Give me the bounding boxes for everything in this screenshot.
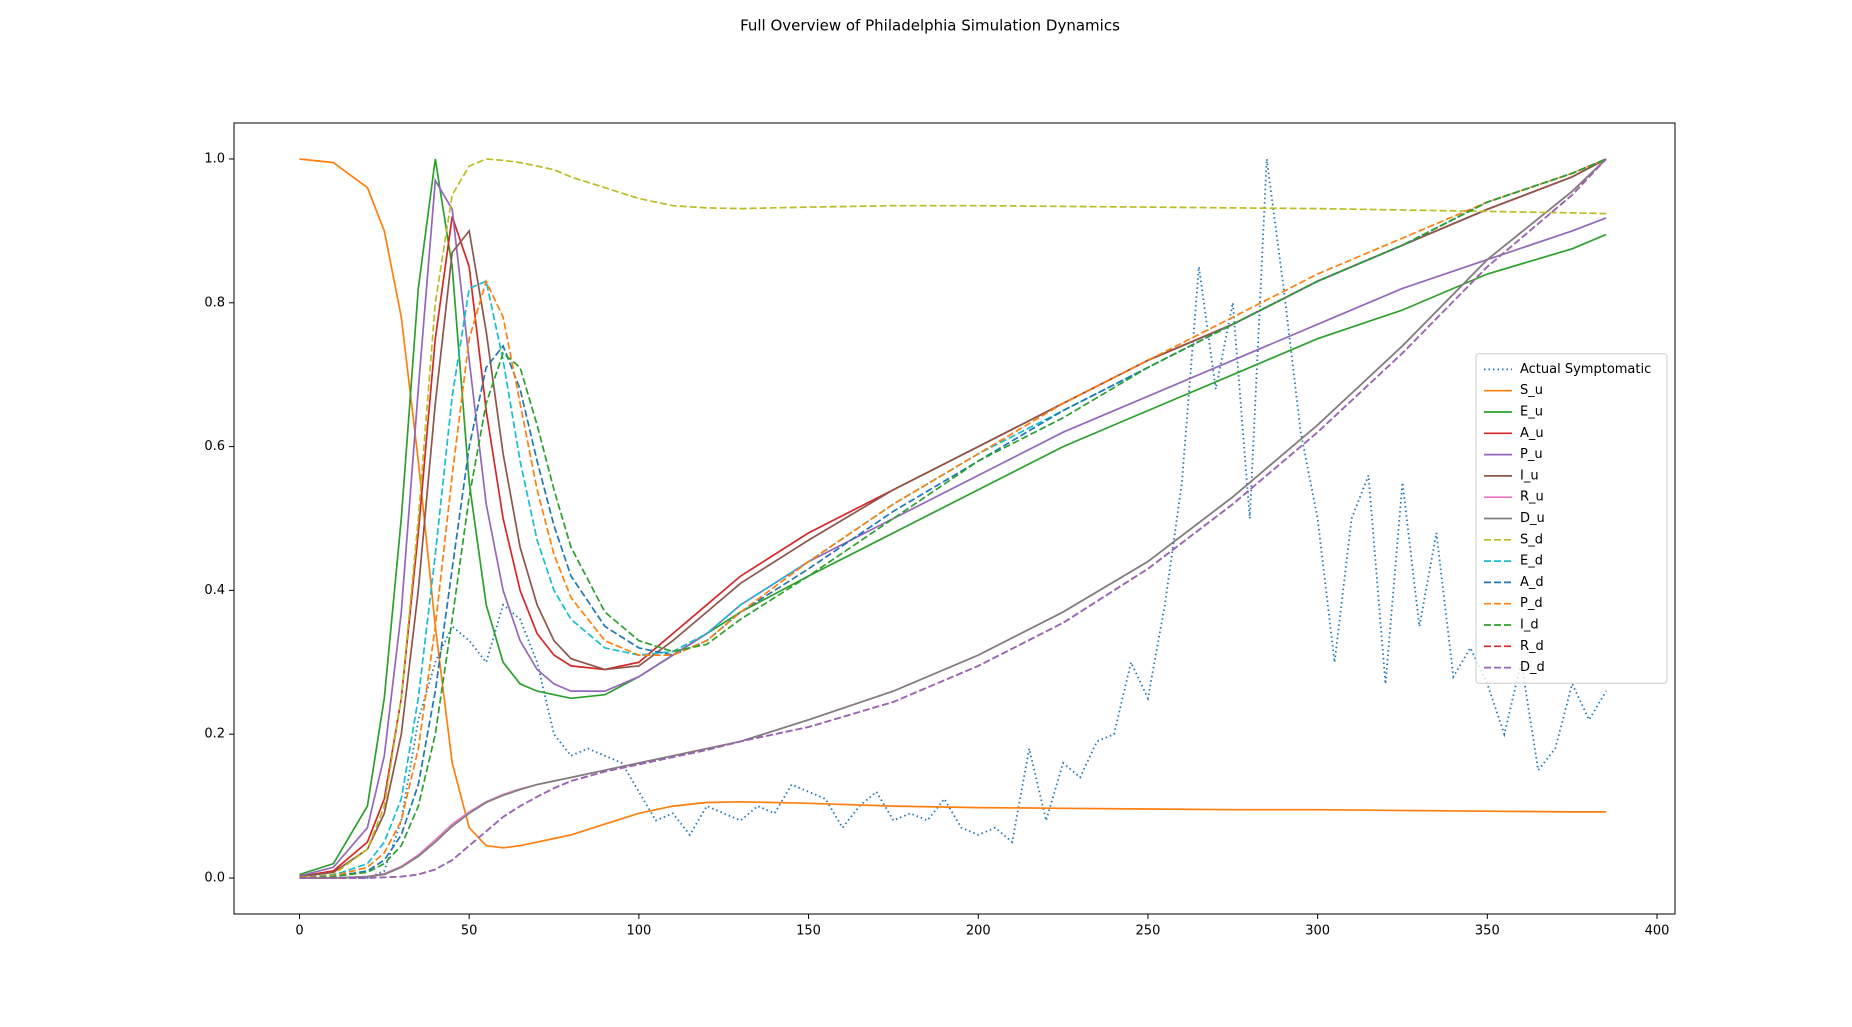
plot-frame	[233, 122, 1676, 915]
x-tick-label: 250	[1136, 924, 1161, 939]
legend-label: D_d	[1520, 660, 1545, 675]
x-tick-label: 0	[295, 924, 303, 939]
series-line	[299, 158, 1607, 879]
legend-box	[1475, 353, 1668, 684]
legend-label: D_u	[1520, 511, 1545, 526]
legend-label: A_u	[1520, 426, 1544, 441]
x-tick-label: 100	[626, 924, 651, 939]
legend-label: P_u	[1520, 447, 1543, 462]
legend-label: I_d	[1520, 618, 1539, 633]
legend-label: S_u	[1520, 383, 1543, 398]
legend-label: R_d	[1520, 639, 1544, 654]
x-tick-label: 300	[1305, 924, 1330, 939]
x-tick-label: 400	[1645, 924, 1670, 939]
y-tick-label: 0.4	[204, 583, 225, 598]
y-tick-label: 0.0	[204, 871, 225, 886]
x-tick-label: 50	[461, 924, 478, 939]
x-tick-label: 350	[1475, 924, 1500, 939]
legend: Actual Symptomatic S_u E_u A_u P_u I_u R_u D_u S…	[1475, 353, 1668, 684]
y-tick-label: 0.2	[204, 727, 225, 742]
x-tick-label: 150	[796, 924, 821, 939]
series-line	[299, 158, 1607, 879]
series-line	[299, 158, 1607, 879]
legend-label: E_d	[1520, 554, 1543, 569]
legend-label: I_u	[1520, 468, 1539, 483]
legend-label: E_u	[1520, 405, 1543, 420]
series-line	[299, 158, 1607, 876]
series-line	[299, 158, 1607, 879]
series-line	[299, 158, 1607, 849]
legend-label: R_u	[1520, 490, 1544, 505]
series-line	[299, 177, 1607, 877]
series-line	[299, 158, 1607, 879]
y-tick-label: 1.0	[204, 151, 225, 166]
x-tick-label: 200	[966, 924, 991, 939]
y-tick-label: 0.6	[204, 439, 225, 454]
legend-label: A_d	[1520, 575, 1544, 590]
chart-title: Full Overview of Philadelphia Simulation…	[740, 17, 1120, 35]
series-line	[299, 158, 1607, 879]
legend-label: Actual Symptomatic	[1520, 362, 1651, 377]
legend-label: S_d	[1520, 532, 1543, 547]
legend-label: P_d	[1520, 596, 1543, 611]
y-tick-label: 0.8	[204, 295, 225, 310]
